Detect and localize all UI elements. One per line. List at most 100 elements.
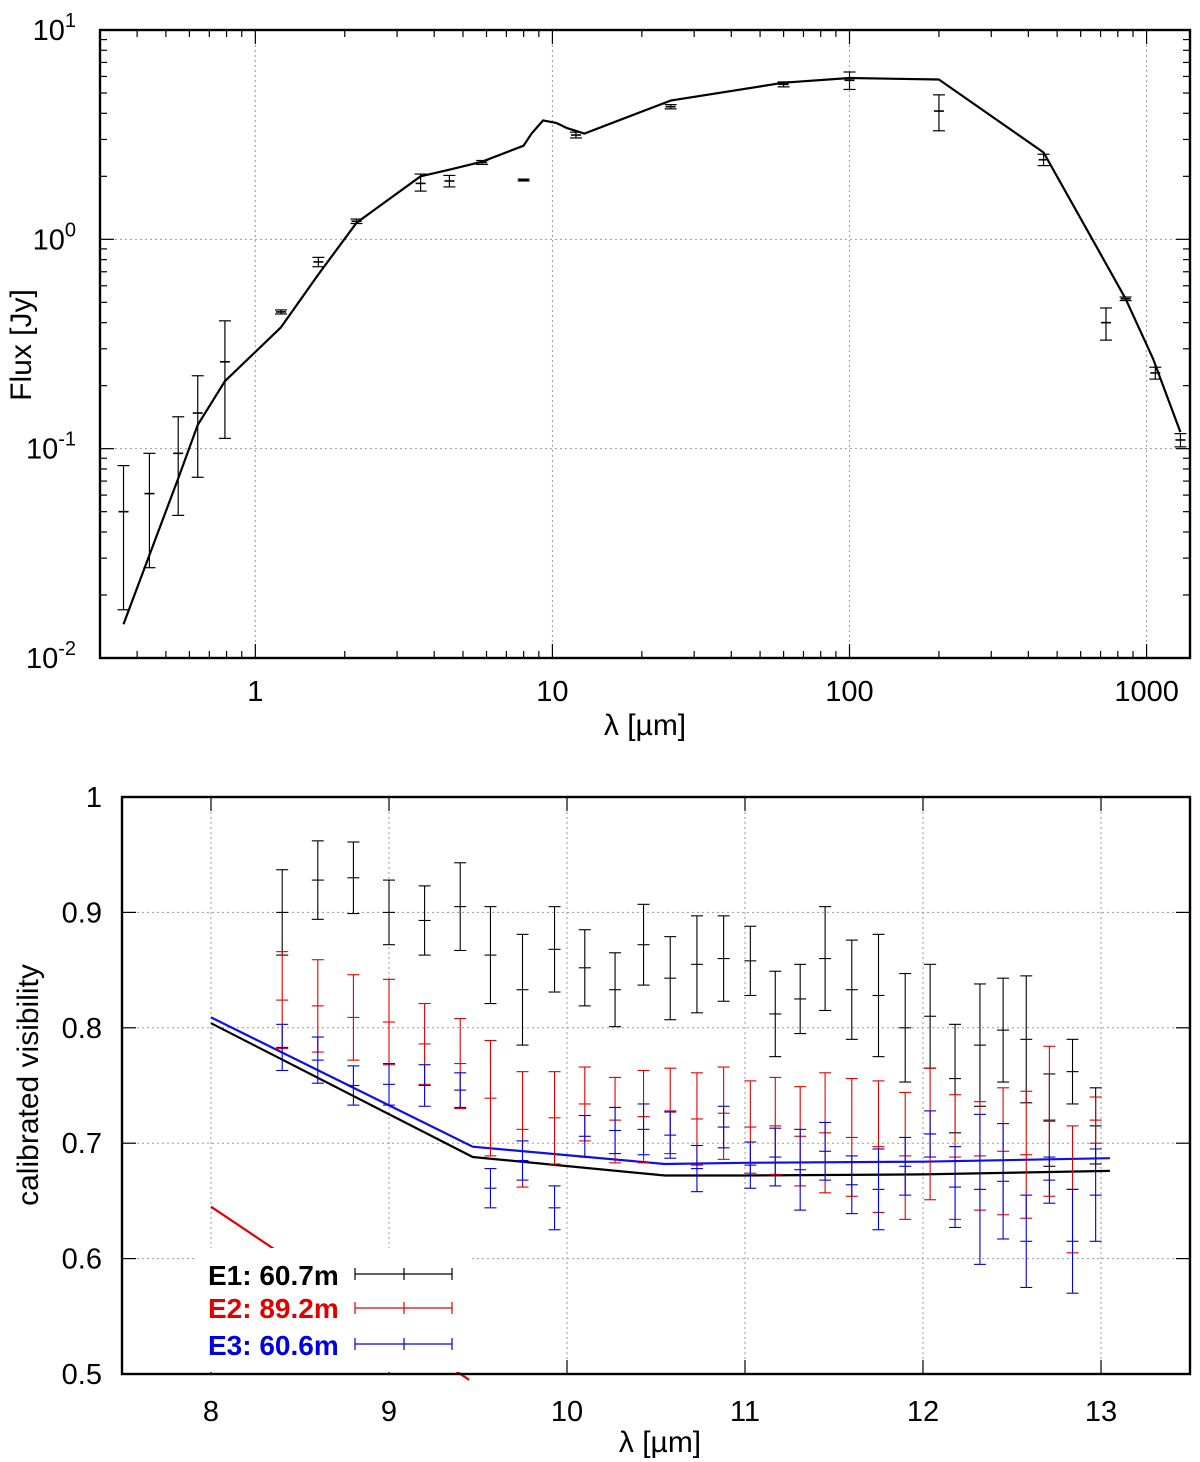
visibility-data-point <box>1066 1038 1079 1105</box>
visibility-data-point <box>347 1065 360 1106</box>
sed-y-tick-label: 100 <box>33 219 76 256</box>
visibility-y-tick-label: 1 <box>86 782 102 814</box>
visibility-data-point <box>845 939 858 1040</box>
sed-data-point <box>274 309 287 315</box>
visibility-data-point <box>383 1063 395 1106</box>
visibility-data-point <box>690 915 703 1014</box>
sed-x-tick-label: 100 <box>825 676 873 708</box>
visibility-data-point <box>609 1106 622 1155</box>
visibility-data-point <box>899 973 912 1083</box>
visibility-data-point <box>383 978 395 1066</box>
visibility-series <box>276 951 1102 1254</box>
visibility-data-point <box>637 903 650 986</box>
sed-data-point <box>443 174 456 188</box>
visibility-data-point <box>664 936 677 1021</box>
sed-data <box>117 71 1187 625</box>
visibility-x-tick-label: 9 <box>381 1396 397 1428</box>
sed-y-tick-label: 101 <box>33 10 76 47</box>
sed-data-point <box>664 104 677 110</box>
visibility-data-point <box>484 1168 497 1209</box>
visibility-data-point <box>819 906 832 1012</box>
sed-data-point <box>414 173 427 192</box>
sed-data-point <box>476 159 489 166</box>
visibility-data-point <box>872 1148 885 1231</box>
visibility-data-point <box>484 1039 497 1157</box>
visibility-data-point <box>664 1111 677 1159</box>
visibility-data-point <box>744 1141 757 1189</box>
visibility-data-point <box>548 906 561 993</box>
sed-data-point <box>1119 296 1132 302</box>
sed-data-point <box>218 320 231 439</box>
visibility-data-point <box>899 1136 912 1196</box>
sed-y-tick-label: 10-2 <box>26 638 76 675</box>
sed-data-point <box>843 71 856 91</box>
sed-model-line <box>122 76 1182 625</box>
sed-data-point <box>1037 153 1050 167</box>
visibility-data-point <box>548 1071 561 1165</box>
visibility-data-point <box>924 963 937 1069</box>
visibility-data-point <box>637 1103 650 1156</box>
visibility-y-tick-label: 0.8 <box>62 1013 102 1045</box>
visibility-data-point <box>516 1140 529 1181</box>
sed-data-point <box>517 178 530 182</box>
sed-data-point <box>932 94 945 132</box>
visibility-data-point <box>484 906 497 1005</box>
sed-tick-labels: 1 10 100 1000 10-2 10-1 100 101 <box>26 10 1179 708</box>
visibility-data-point <box>717 1105 730 1149</box>
legend-label-e3: E3: 60.6m <box>208 1330 339 1361</box>
visibility-data-point <box>845 1155 858 1215</box>
visibility-data-point <box>347 841 360 915</box>
visibility-data-point <box>548 1185 561 1231</box>
visibility-data-point <box>872 933 885 1058</box>
sed-y-tick-label: 10-1 <box>26 429 76 466</box>
visibility-x-tick-label: 10 <box>551 1396 583 1428</box>
sed-plot-frame <box>98 28 1192 660</box>
sed-x-axis-label: λ [µm] <box>604 709 686 742</box>
visibility-x-tick-label: 12 <box>907 1396 939 1428</box>
sed-x-tick-label: 10 <box>536 676 568 708</box>
visibility-data-point <box>1089 1096 1102 1144</box>
visibility-tick-labels: 8 9 10 11 12 13 0.5 0.6 0.7 0.8 0.9 1 <box>62 782 1117 1428</box>
visibility-data-point <box>418 885 431 956</box>
visibility-y-axis-label: calibrated visibility <box>12 964 45 1206</box>
visibility-x-tick-label: 11 <box>730 1396 760 1428</box>
visibility-data-point <box>690 1144 703 1193</box>
sed-data-point <box>1174 433 1187 448</box>
sed-data-point <box>312 256 325 268</box>
visibility-data-point <box>794 1128 807 1211</box>
sed-data-point <box>569 131 582 139</box>
sed-data-point <box>350 218 363 225</box>
visibility-plot-frame <box>120 795 1192 1376</box>
visibility-series <box>276 1023 1102 1294</box>
visibility-data-point <box>311 1036 324 1084</box>
visibility-data-point <box>794 963 807 1035</box>
legend-sample <box>354 1302 453 1314</box>
visibility-data-point <box>1020 975 1033 1104</box>
visibility-data-point <box>949 1146 962 1228</box>
visibility-data-point <box>578 929 591 1007</box>
visibility-data-point <box>1043 1156 1056 1204</box>
sed-data-point <box>117 465 130 611</box>
legend-label-e2: E2: 89.2m <box>208 1293 339 1324</box>
visibility-data-point <box>997 977 1010 1083</box>
sed-x-tick-label: 1000 <box>1114 676 1179 708</box>
visibility-data-point <box>1020 1194 1033 1288</box>
visibility-data-point <box>578 1114 591 1158</box>
visibility-series <box>276 840 1102 1167</box>
visibility-x-axis-label: λ [µm] <box>619 1426 701 1459</box>
visibility-data-point <box>454 1072 467 1108</box>
visibility-data-point <box>744 925 757 997</box>
visibility-data-point <box>973 983 986 1107</box>
visibility-data-point <box>769 1127 782 1187</box>
sed-x-tick-label: 1 <box>247 676 263 708</box>
visibility-model-line <box>210 1022 1110 1177</box>
visibility-data-point <box>769 970 782 1058</box>
visibility-data-point <box>276 1023 289 1072</box>
visibility-data-point <box>973 1113 986 1265</box>
visibility-data-point <box>454 862 467 952</box>
visibility-y-tick-label: 0.5 <box>62 1359 102 1391</box>
visibility-data-point <box>383 879 395 946</box>
visibility-y-tick-label: 0.9 <box>62 897 102 929</box>
sed-data-point <box>172 416 185 516</box>
